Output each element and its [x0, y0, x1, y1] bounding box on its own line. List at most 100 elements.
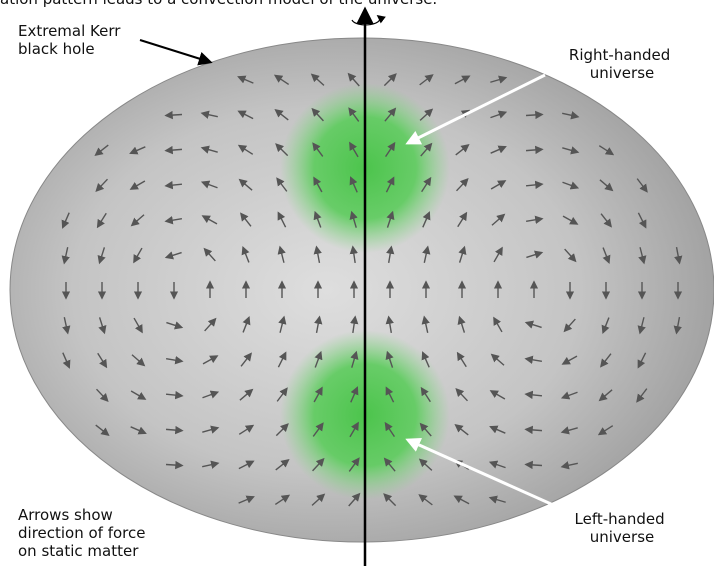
- force-arrow: [457, 315, 466, 333]
- force-arrow: [456, 351, 467, 368]
- force-arrow: [240, 212, 252, 227]
- force-arrow: [602, 247, 611, 265]
- force-arrow: [310, 73, 325, 86]
- force-arrow: [349, 245, 358, 264]
- force-arrow: [130, 390, 147, 400]
- force-arrow: [454, 75, 471, 85]
- force-arrow: [202, 460, 220, 469]
- force-arrow: [384, 141, 396, 158]
- force-arrow: [349, 421, 359, 438]
- force-arrow: [421, 176, 432, 193]
- force-arrow: [457, 211, 468, 228]
- force-arrow: [275, 143, 289, 157]
- force-arrow: [202, 390, 220, 399]
- force-arrow: [524, 425, 543, 435]
- force-arrow: [385, 176, 395, 193]
- force-arrow: [95, 178, 109, 193]
- force-arrow: [419, 74, 434, 86]
- force-arrow: [276, 387, 288, 402]
- force-arrow: [130, 426, 147, 435]
- force-arrow: [419, 108, 434, 121]
- force-arrow: [95, 388, 109, 403]
- force-arrow: [313, 245, 322, 263]
- force-arrow: [386, 210, 395, 228]
- force-arrow: [560, 461, 578, 470]
- force-arrow: [201, 215, 218, 225]
- force-arrow: [200, 110, 218, 119]
- force-arrow: [454, 423, 469, 436]
- force-arrow: [491, 213, 506, 226]
- force-arrow: [61, 212, 70, 229]
- force-arrow: [488, 495, 506, 504]
- force-arrow: [674, 247, 683, 265]
- force-arrow: [313, 176, 323, 193]
- force-arrow: [422, 245, 431, 263]
- force-arrow: [490, 353, 505, 366]
- force-arrow: [525, 145, 544, 155]
- force-arrow: [385, 386, 395, 403]
- force-arrow: [164, 145, 183, 155]
- force-arrow: [562, 215, 579, 225]
- label-arrows: Arrows show direction of force on static…: [18, 506, 150, 560]
- force-arrow: [525, 180, 544, 190]
- force-arrow: [237, 110, 254, 120]
- rotation-indicator: [351, 14, 386, 26]
- force-arrow: [637, 352, 647, 369]
- force-arrow: [61, 247, 70, 265]
- force-arrow: [129, 180, 146, 190]
- force-arrow: [636, 178, 648, 193]
- force-arrow: [560, 391, 578, 400]
- force-arrow: [600, 213, 612, 228]
- force-arrow: [349, 176, 358, 193]
- force-arrow: [600, 353, 612, 368]
- force-arrow: [673, 317, 682, 335]
- force-arrow: [276, 177, 288, 192]
- force-arrow: [277, 245, 286, 263]
- force-arrow: [418, 458, 433, 471]
- force-arrow: [458, 245, 467, 263]
- force-arrow: [419, 422, 432, 437]
- force-arrow: [524, 390, 543, 400]
- force-arrow: [490, 180, 507, 190]
- force-arrow: [525, 215, 544, 224]
- caption: ation pattern leads to a convection mode…: [0, 0, 437, 8]
- force-arrow: [200, 180, 218, 189]
- force-arrow: [277, 351, 287, 368]
- force-arrow: [277, 211, 287, 228]
- force-arrow: [349, 141, 359, 158]
- label-right: Right-handed universe: [569, 46, 675, 82]
- force-arrow: [239, 388, 254, 401]
- pointer: [405, 438, 561, 510]
- force-arrow: [384, 107, 397, 122]
- force-arrow: [490, 145, 507, 154]
- force-arrow: [313, 386, 323, 403]
- force-arrow: [133, 247, 143, 264]
- force-arrow: [562, 146, 580, 155]
- force-arrow: [420, 386, 431, 403]
- force-arrow: [164, 180, 183, 190]
- force-arrow: [311, 107, 324, 122]
- force-arrow: [273, 74, 290, 85]
- force-arrow: [278, 315, 287, 333]
- force-arrow: [350, 350, 359, 368]
- force-arrow: [312, 422, 324, 437]
- force-arrow: [599, 179, 614, 192]
- force-arrow: [418, 494, 433, 506]
- force-arrow: [311, 493, 326, 506]
- force-arrow: [386, 245, 395, 264]
- force-arrow: [562, 111, 580, 120]
- force-arrow: [348, 107, 360, 122]
- force-arrow: [202, 355, 219, 365]
- force-arrow: [636, 388, 648, 403]
- force-arrow: [493, 316, 503, 333]
- force-arrow: [98, 317, 107, 335]
- force-arrow: [237, 75, 254, 84]
- force-arrow: [96, 212, 107, 229]
- force-arrow: [200, 145, 218, 154]
- force-arrow: [455, 387, 469, 402]
- force-arrow: [350, 315, 359, 334]
- force-arrow: [238, 178, 253, 191]
- force-arrow: [314, 350, 323, 368]
